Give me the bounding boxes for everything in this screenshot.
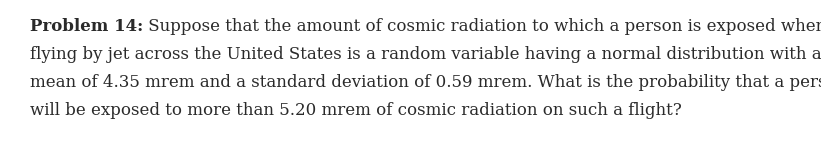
Text: mean of 4.35 mrem and a standard deviation of 0.59 mrem. What is the probability: mean of 4.35 mrem and a standard deviati… xyxy=(30,74,821,91)
Text: Problem 14:: Problem 14: xyxy=(30,18,143,35)
Text: flying by jet across the United States is a random variable having a normal dist: flying by jet across the United States i… xyxy=(30,46,821,63)
Text: Suppose that the amount of cosmic radiation to which a person is exposed when: Suppose that the amount of cosmic radiat… xyxy=(143,18,821,35)
Text: will be exposed to more than 5.20 mrem of cosmic radiation on such a flight?: will be exposed to more than 5.20 mrem o… xyxy=(30,102,681,119)
